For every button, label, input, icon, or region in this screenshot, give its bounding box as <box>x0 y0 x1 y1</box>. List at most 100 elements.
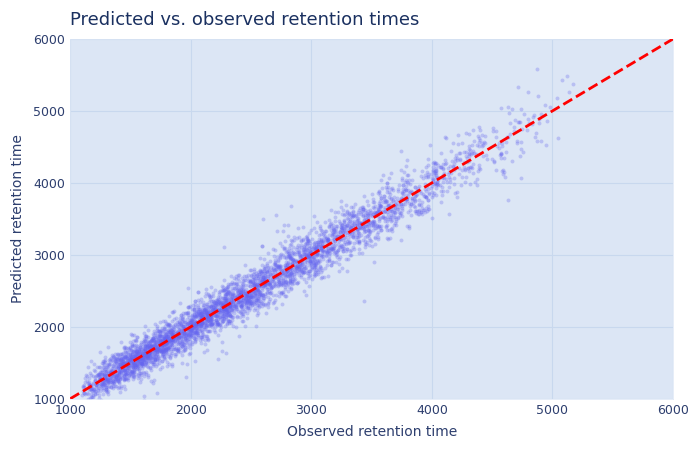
Point <box>211 300 222 307</box>
Point <box>260 284 271 291</box>
Point <box>140 353 151 360</box>
Point <box>154 328 165 335</box>
Point <box>192 333 203 341</box>
Point <box>222 305 233 312</box>
Point <box>448 175 459 182</box>
Point <box>145 352 156 359</box>
Point <box>336 224 347 231</box>
Point <box>140 342 151 350</box>
Point <box>284 254 295 261</box>
Point <box>178 332 189 339</box>
Point <box>370 212 382 219</box>
Point <box>347 208 358 216</box>
Point <box>143 352 154 359</box>
Point <box>200 310 211 317</box>
Point <box>163 338 174 345</box>
Point <box>251 301 262 308</box>
Point <box>225 312 236 319</box>
Point <box>347 212 358 219</box>
Point <box>502 197 513 204</box>
Point <box>149 339 160 346</box>
Point <box>108 380 119 387</box>
Point <box>128 364 139 371</box>
Point <box>154 345 165 352</box>
Point <box>183 327 194 334</box>
Point <box>190 301 201 308</box>
Point <box>228 280 239 288</box>
Point <box>178 341 190 348</box>
Point <box>201 318 212 325</box>
Point <box>132 357 144 364</box>
Point <box>169 315 180 323</box>
Point <box>195 337 206 344</box>
Point <box>142 371 153 378</box>
Point <box>203 299 214 306</box>
Point <box>251 295 262 302</box>
Point <box>279 238 290 245</box>
Point <box>79 385 90 392</box>
Point <box>416 204 428 212</box>
Point <box>280 284 291 291</box>
Point <box>151 322 162 329</box>
Point <box>508 128 519 135</box>
Point <box>362 214 373 221</box>
Point <box>257 278 268 285</box>
Point <box>391 205 402 212</box>
Point <box>263 268 274 275</box>
Point <box>398 189 409 197</box>
Point <box>271 274 282 282</box>
Point <box>333 261 344 268</box>
Point <box>164 336 176 343</box>
Point <box>172 337 183 344</box>
Point <box>248 288 259 295</box>
Point <box>401 198 412 205</box>
Point <box>202 308 214 315</box>
Point <box>84 383 95 390</box>
Point <box>551 94 562 102</box>
Point <box>206 321 217 328</box>
Point <box>169 336 180 343</box>
Point <box>231 313 242 320</box>
Point <box>118 349 129 356</box>
Point <box>197 320 208 327</box>
Point <box>198 306 209 314</box>
Point <box>137 346 148 353</box>
Point <box>226 307 237 314</box>
Point <box>244 297 255 304</box>
Point <box>557 76 568 83</box>
Point <box>250 289 261 297</box>
Point <box>295 260 306 267</box>
Point <box>216 295 228 302</box>
Point <box>106 367 118 374</box>
Point <box>155 365 166 373</box>
Point <box>277 251 288 258</box>
Point <box>129 332 140 339</box>
Point <box>218 310 229 318</box>
Point <box>225 289 236 297</box>
Point <box>120 361 132 369</box>
Point <box>393 204 405 211</box>
Point <box>189 306 200 313</box>
Point <box>116 369 127 376</box>
Point <box>112 369 123 377</box>
Point <box>382 201 393 208</box>
Point <box>135 371 146 378</box>
Point <box>361 217 372 225</box>
Point <box>515 174 526 181</box>
Point <box>111 372 122 379</box>
Point <box>281 279 292 286</box>
Point <box>528 112 540 119</box>
Point <box>260 268 272 275</box>
Point <box>320 248 331 255</box>
Point <box>226 278 237 285</box>
Point <box>134 366 145 373</box>
Point <box>153 357 164 364</box>
Point <box>232 299 244 306</box>
Point <box>113 363 124 370</box>
Point <box>240 301 251 308</box>
Point <box>262 300 274 307</box>
Point <box>228 294 239 301</box>
Point <box>132 356 143 363</box>
Point <box>248 289 259 296</box>
Point <box>244 289 255 296</box>
